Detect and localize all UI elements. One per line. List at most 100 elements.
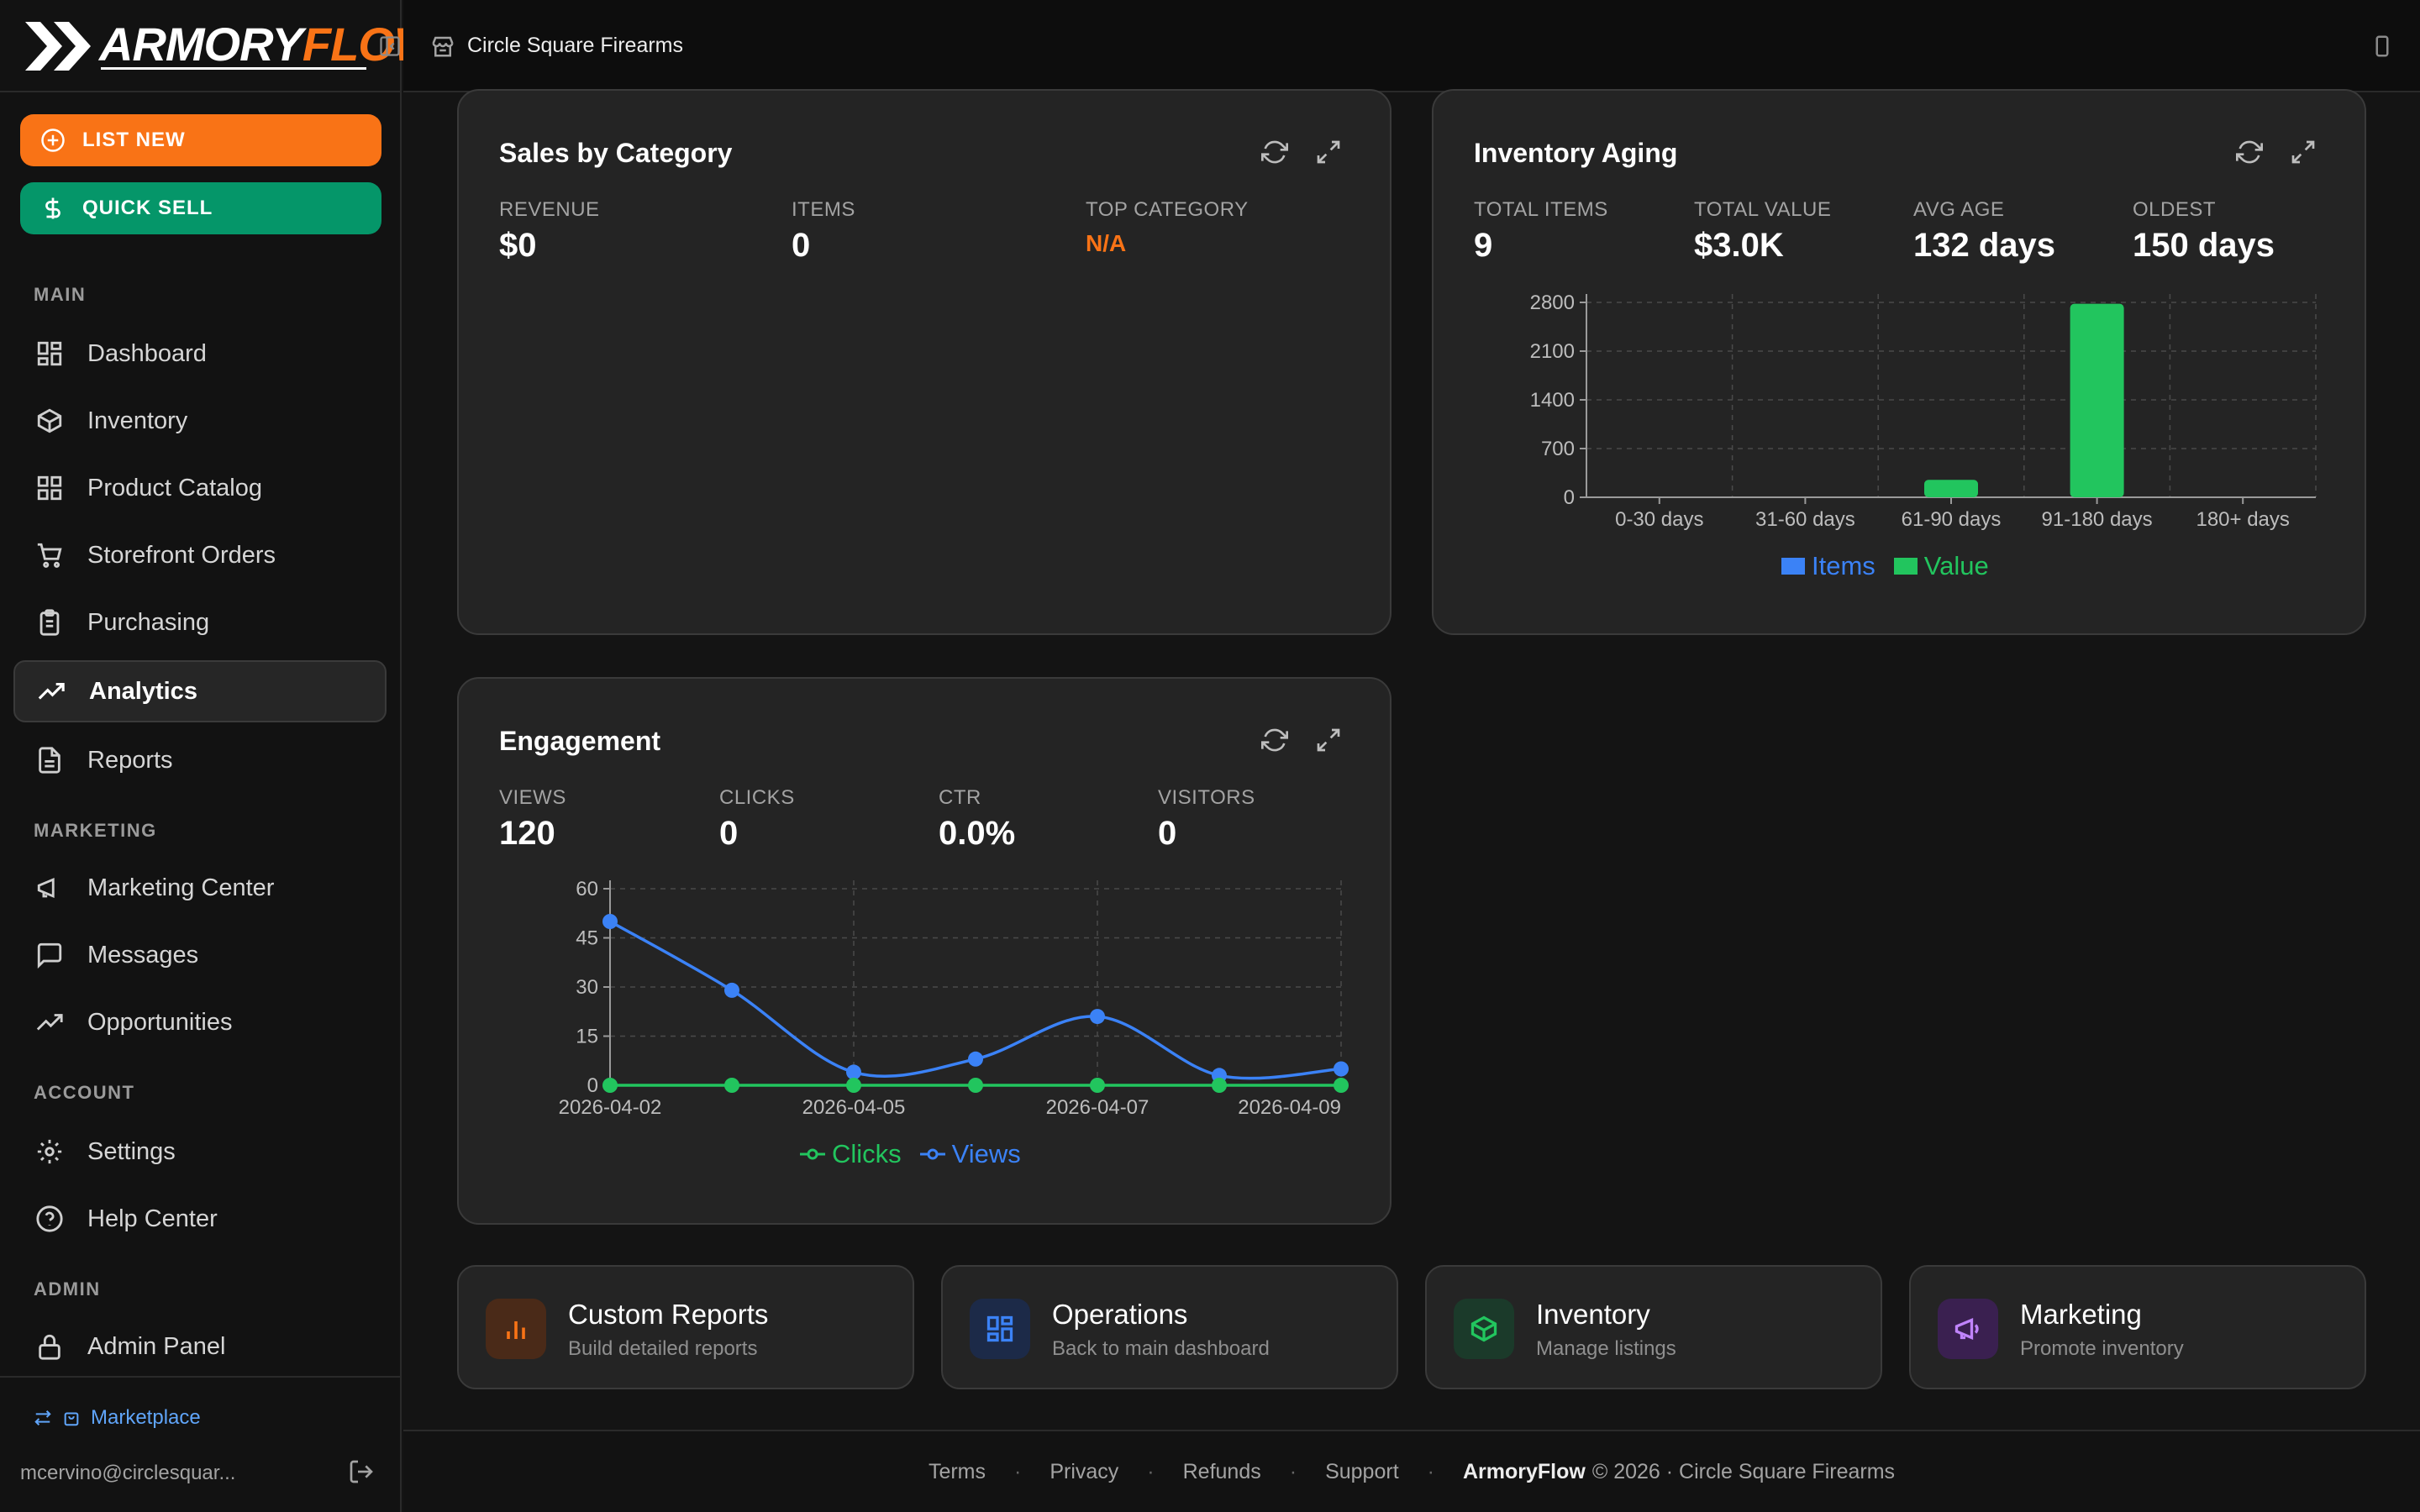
expand-icon[interactable] — [1314, 138, 1343, 166]
sidebar-item-product-catalog[interactable]: Product Catalog — [13, 457, 387, 519]
section-account: ACCOUNT — [34, 1082, 135, 1103]
quick-link-title: Inventory — [1536, 1299, 1650, 1330]
marketplace-label: Marketplace — [91, 1406, 201, 1429]
data-point-views — [846, 1064, 861, 1080]
sidebar-item-messages[interactable]: Messages — [13, 924, 387, 986]
clipboard-icon — [34, 606, 66, 638]
quick-sell-button[interactable]: QUICK SELL — [20, 182, 381, 234]
y-tick-label: 0 — [587, 1074, 598, 1097]
sidebar-item-dashboard[interactable]: Dashboard — [13, 323, 387, 385]
stat-clicks: CLICKS 0 — [719, 786, 795, 852]
sidebar-item-reports[interactable]: Reports — [13, 729, 387, 791]
sidebar-item-settings[interactable]: Settings — [13, 1121, 387, 1183]
legend-marker — [919, 1148, 945, 1160]
quick-link-marketing[interactable]: Marketing Promote inventory — [1909, 1265, 2366, 1389]
mobile-device-icon[interactable] — [2370, 34, 2395, 59]
sidebar-item-label: Dashboard — [87, 339, 207, 367]
footer-link-privacy[interactable]: Privacy — [1050, 1460, 1119, 1483]
logo-area: ARMORYFLOW — [0, 0, 439, 92]
quick-link-title: Operations — [1052, 1299, 1188, 1330]
sidebar-item-label: Settings — [87, 1137, 176, 1165]
sidebar-collapse-icon[interactable] — [378, 34, 402, 58]
card-title: Sales by Category — [499, 138, 733, 168]
grid-icon — [970, 1299, 1030, 1359]
sidebar-footer: Marketplace mcervino@circlesquar... — [0, 1376, 402, 1512]
data-point-clicks — [846, 1078, 861, 1093]
marketplace-link[interactable]: Marketplace — [34, 1406, 201, 1430]
box-icon — [1454, 1299, 1514, 1359]
legend-value[interactable]: Value — [1893, 551, 1989, 581]
engagement-card: Engagement VIEWS 120 CLICKS 0 CTR 0.0% V… — [457, 677, 1392, 1225]
expand-icon[interactable] — [2289, 138, 2317, 166]
sidebar-item-help-center[interactable]: Help Center — [13, 1188, 387, 1250]
quick-sell-label: QUICK SELL — [82, 197, 213, 219]
legend-views[interactable]: Views — [919, 1139, 1021, 1169]
sidebar-item-label: Storefront Orders — [87, 541, 276, 569]
y-tick-label: 700 — [1541, 438, 1575, 460]
sidebar-item-inventory[interactable]: Inventory — [13, 390, 387, 452]
logout-icon[interactable] — [348, 1458, 375, 1485]
sidebar-item-admin-panel[interactable]: Admin Panel — [13, 1315, 387, 1378]
help-circle-icon — [34, 1203, 66, 1235]
logo-chevron-icon — [25, 22, 91, 71]
stat-revenue: REVENUE $0 — [499, 198, 600, 264]
footer-link-terms[interactable]: Terms — [928, 1460, 986, 1483]
y-tick-label: 1400 — [1530, 389, 1575, 412]
stat-avg-age: AVG AGE 132 days — [1913, 198, 2056, 264]
data-point-clicks — [1334, 1078, 1349, 1093]
bar-value — [2070, 303, 2124, 497]
footer-separator: · — [1014, 1460, 1022, 1483]
swap-icon — [34, 1410, 51, 1425]
store-name[interactable]: Circle Square Firearms — [467, 34, 684, 57]
bar-value — [1924, 480, 1978, 497]
x-tick-label: 91-180 days — [2042, 508, 2153, 531]
card-title: Inventory Aging — [1474, 138, 1678, 168]
quick-link-inventory[interactable]: Inventory Manage listings — [1425, 1265, 1882, 1389]
page-footer: Terms · Privacy · Refunds · Support · Ar… — [403, 1430, 2420, 1512]
lock-icon — [34, 1331, 66, 1362]
legend-items[interactable]: Items — [1781, 551, 1876, 581]
sidebar-item-analytics[interactable]: Analytics — [13, 660, 387, 722]
card-title: Engagement — [499, 726, 661, 756]
x-tick-label: 180+ days — [2196, 508, 2289, 531]
refresh-icon[interactable] — [2235, 138, 2264, 166]
data-point-clicks — [1212, 1078, 1227, 1093]
top-header: Circle Square Firearms — [403, 0, 2420, 92]
cart-icon — [34, 539, 66, 571]
shopping-bag-icon — [64, 1412, 79, 1426]
x-tick-label: 2026-04-09 — [1238, 1096, 1341, 1119]
expand-icon[interactable] — [1314, 726, 1343, 754]
quick-link-custom-reports[interactable]: Custom Reports Build detailed reports — [457, 1265, 914, 1389]
y-tick-label: 15 — [576, 1026, 598, 1048]
sidebar-item-label: Product Catalog — [87, 474, 262, 501]
sidebar-item-marketing-center[interactable]: Marketing Center — [13, 857, 387, 919]
megaphone-icon — [34, 872, 66, 904]
sidebar-item-label: Reports — [87, 746, 173, 774]
x-tick-label: 2026-04-02 — [559, 1096, 662, 1119]
list-new-label: LIST NEW — [82, 129, 186, 151]
list-new-button[interactable]: LIST NEW — [20, 114, 381, 166]
refresh-icon[interactable] — [1260, 726, 1289, 754]
trending-up-icon — [35, 675, 67, 707]
data-point-views — [968, 1051, 983, 1067]
x-tick-label: 0-30 days — [1615, 508, 1703, 531]
data-point-clicks — [602, 1078, 618, 1093]
sidebar-item-purchasing[interactable]: Purchasing — [13, 591, 387, 654]
legend-clicks[interactable]: Clicks — [800, 1139, 902, 1169]
footer-separator: · — [1427, 1460, 1434, 1483]
quick-link-subtitle: Promote inventory — [2020, 1337, 2184, 1360]
inventory-aging-chart: 0 700 1400 2100 2800 0-30 days 31-60 days 61-90… — [1530, 291, 2317, 531]
footer-link-support[interactable]: Support — [1325, 1460, 1399, 1483]
sidebar-item-storefront-orders[interactable]: Storefront Orders — [13, 524, 387, 586]
sidebar-item-opportunities[interactable]: Opportunities — [13, 991, 387, 1053]
data-point-views — [1090, 1009, 1105, 1025]
quick-link-title: Marketing — [2020, 1299, 2142, 1330]
megaphone-icon — [1938, 1299, 1998, 1359]
footer-link-refunds[interactable]: Refunds — [1182, 1460, 1261, 1483]
refresh-icon[interactable] — [1260, 138, 1289, 166]
x-tick-label: 2026-04-05 — [802, 1096, 906, 1119]
quick-link-operations[interactable]: Operations Back to main dashboard — [941, 1265, 1398, 1389]
y-tick-label: 60 — [576, 878, 598, 900]
data-point-views — [1334, 1061, 1349, 1077]
y-tick-label: 45 — [576, 927, 598, 950]
